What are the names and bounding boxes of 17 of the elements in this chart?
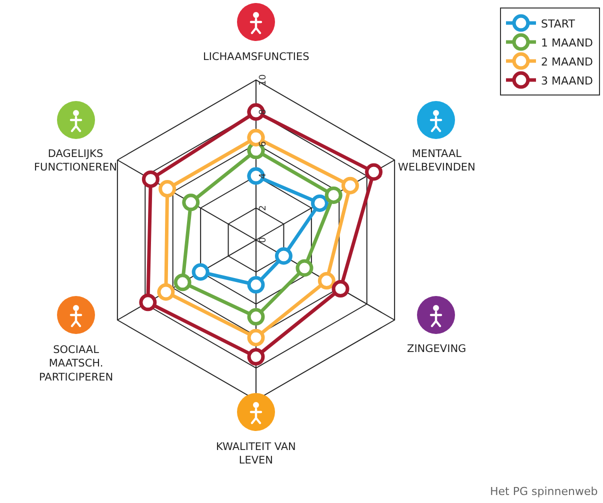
text: Het PG spinnenweb <box>490 485 598 498</box>
spoke-label: SOCIAAL MAATSCH. PARTICIPEREN <box>39 344 114 384</box>
y-tick-label: 6 <box>258 140 268 147</box>
spoke-label: LICHAAMSFUNCTIES <box>203 51 310 63</box>
spoke-label: DAGELIJKS FUNCTIONEREN <box>34 148 117 174</box>
legend-label: 1 MAAND <box>540 36 594 50</box>
y-tick-label: 10 <box>258 74 268 86</box>
y-tick-label: 4 <box>258 172 268 179</box>
y-tick-label: 0 <box>258 236 268 243</box>
y-tick-label: 2 <box>258 205 268 211</box>
y-tick-label: 8 <box>258 108 268 115</box>
spoke-label: MENTAAL WELBEVINDEN <box>398 148 476 174</box>
legend-label: 3 MAAND <box>540 74 594 88</box>
spoke-label: KWALITEIT VAN LEVEN <box>216 441 296 467</box>
legend-label: 2 MAAND <box>540 55 594 68</box>
legend-label: START <box>540 17 576 30</box>
spoke-label: ZINGEVING <box>407 343 466 355</box>
